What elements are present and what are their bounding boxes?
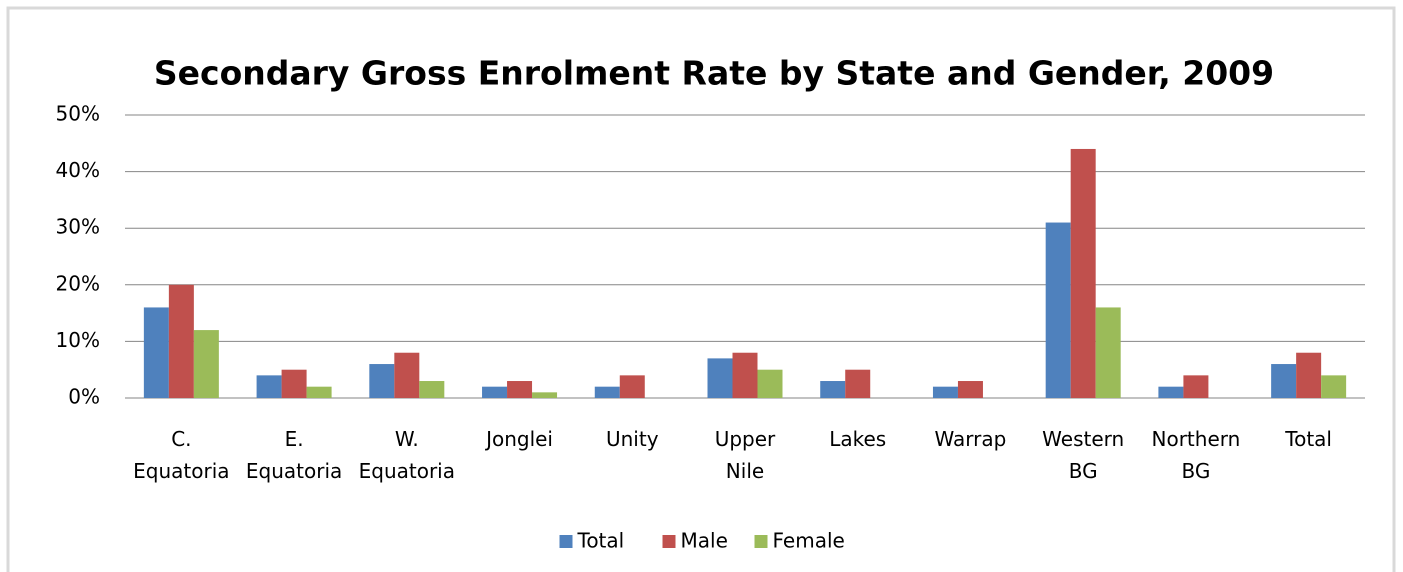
x-tick-label: Upper Nile xyxy=(715,427,776,483)
x-tick-label: Unity xyxy=(606,427,659,451)
bar xyxy=(619,375,645,398)
bar xyxy=(281,369,307,398)
bar xyxy=(957,381,983,398)
x-tick-label: Warrap xyxy=(935,427,1007,451)
bar xyxy=(507,381,533,398)
y-tick-label: 0% xyxy=(68,385,100,409)
x-tick-label: Total xyxy=(1284,427,1332,451)
x-tick-label: E. Equatoria xyxy=(246,427,342,483)
x-tick-label: C. Equatoria xyxy=(133,427,229,483)
x-tick-label: Western BG xyxy=(1042,427,1124,483)
legend-swatch xyxy=(754,535,768,548)
chart-frame xyxy=(6,6,1396,572)
bar xyxy=(594,386,620,398)
bar xyxy=(306,386,332,398)
y-tick-label: 20% xyxy=(56,271,100,295)
bar xyxy=(193,330,219,398)
bar xyxy=(1045,222,1071,398)
bar xyxy=(932,386,958,398)
bar xyxy=(1321,375,1347,398)
bar xyxy=(482,386,508,398)
bar xyxy=(143,307,169,398)
bar xyxy=(820,381,846,398)
bar xyxy=(369,364,395,398)
bar xyxy=(394,352,420,398)
bar xyxy=(1183,375,1209,398)
bar xyxy=(732,352,758,398)
bar xyxy=(168,284,194,398)
legend-label: Female xyxy=(773,529,845,553)
bar xyxy=(1070,148,1096,398)
legend-label: Total xyxy=(577,529,625,553)
bar xyxy=(1095,307,1121,398)
legend-swatch xyxy=(559,535,573,548)
y-tick-label: 30% xyxy=(56,215,100,239)
bar xyxy=(1158,386,1184,398)
bar xyxy=(845,369,871,398)
y-tick-label: 50% xyxy=(56,102,100,126)
y-tick-label: 10% xyxy=(56,328,100,352)
x-tick-label: Northern BG xyxy=(1152,427,1241,483)
bar xyxy=(532,392,558,398)
chart-title: Secondary Gross Enrolment Rate by State … xyxy=(154,54,1274,93)
bar xyxy=(1296,352,1322,398)
bar xyxy=(757,369,783,398)
y-tick-label: 40% xyxy=(56,158,100,182)
bar xyxy=(1271,364,1297,398)
x-tick-label: Jonglei xyxy=(484,427,553,451)
bar xyxy=(256,375,282,398)
legend-label: Male xyxy=(681,529,728,553)
x-tick-label: Lakes xyxy=(829,427,886,451)
bar xyxy=(707,358,733,398)
bar xyxy=(419,381,445,398)
legend-swatch xyxy=(662,535,676,548)
x-tick-label: W. Equatoria xyxy=(359,427,455,483)
